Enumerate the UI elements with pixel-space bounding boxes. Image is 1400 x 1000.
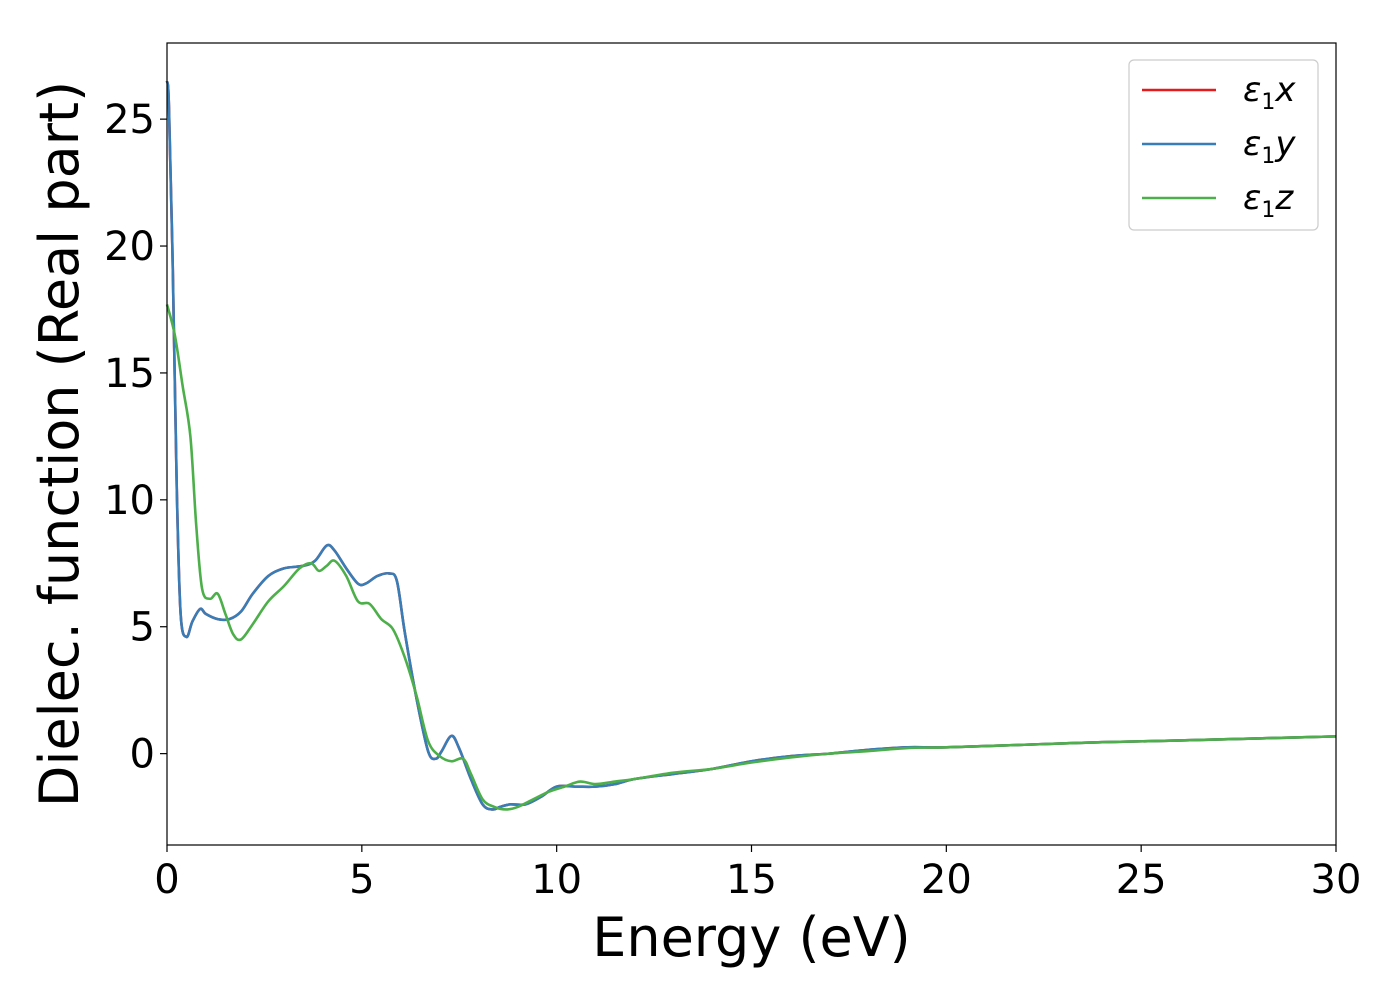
series-line-y bbox=[165, 80, 1337, 811]
y-tick-label: 25 bbox=[104, 97, 155, 143]
x-tick-label: 0 bbox=[154, 857, 179, 903]
x-tick-label: 25 bbox=[1116, 857, 1167, 903]
y-tick-label: 0 bbox=[130, 732, 155, 778]
x-axis-ticks: 0 5 10 15 20 25 30 bbox=[154, 845, 1361, 903]
plot-lines bbox=[165, 80, 1337, 811]
y-tick-label: 10 bbox=[104, 478, 155, 524]
legend-label-x: ε1x bbox=[1243, 70, 1296, 115]
x-tick-label: 20 bbox=[921, 857, 972, 903]
y-tick-label: 15 bbox=[104, 351, 155, 397]
legend: ε1x ε1y ε1z bbox=[1128, 59, 1319, 231]
x-tick-label: 30 bbox=[1311, 857, 1362, 903]
y-axis-title: Dielec. function (Real part) bbox=[28, 81, 91, 807]
legend-box bbox=[1128, 59, 1319, 231]
x-tick-label: 10 bbox=[531, 857, 582, 903]
legend-label-z: ε1z bbox=[1243, 178, 1294, 223]
x-tick-label: 15 bbox=[726, 857, 777, 903]
y-axis-ticks: 0 5 10 15 20 25 bbox=[104, 97, 167, 778]
y-tick-label: 5 bbox=[130, 605, 155, 651]
y-tick-label: 20 bbox=[104, 224, 155, 270]
series-line-z bbox=[165, 304, 1337, 811]
legend-label-y: ε1y bbox=[1243, 124, 1296, 169]
x-axis-title: Energy (eV) bbox=[592, 906, 911, 969]
x-tick-label: 5 bbox=[349, 857, 374, 903]
